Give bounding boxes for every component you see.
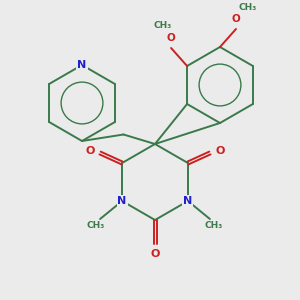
Text: O: O [150,249,160,259]
Text: CH₃: CH₃ [87,220,105,230]
Text: N: N [183,196,193,206]
Text: O: O [215,146,225,156]
Text: N: N [77,60,87,70]
Text: CH₃: CH₃ [154,22,172,31]
Text: CH₃: CH₃ [239,2,257,11]
Text: O: O [232,14,240,24]
Text: O: O [167,33,176,43]
Text: N: N [118,196,127,206]
Text: O: O [85,146,95,156]
Text: CH₃: CH₃ [205,220,223,230]
